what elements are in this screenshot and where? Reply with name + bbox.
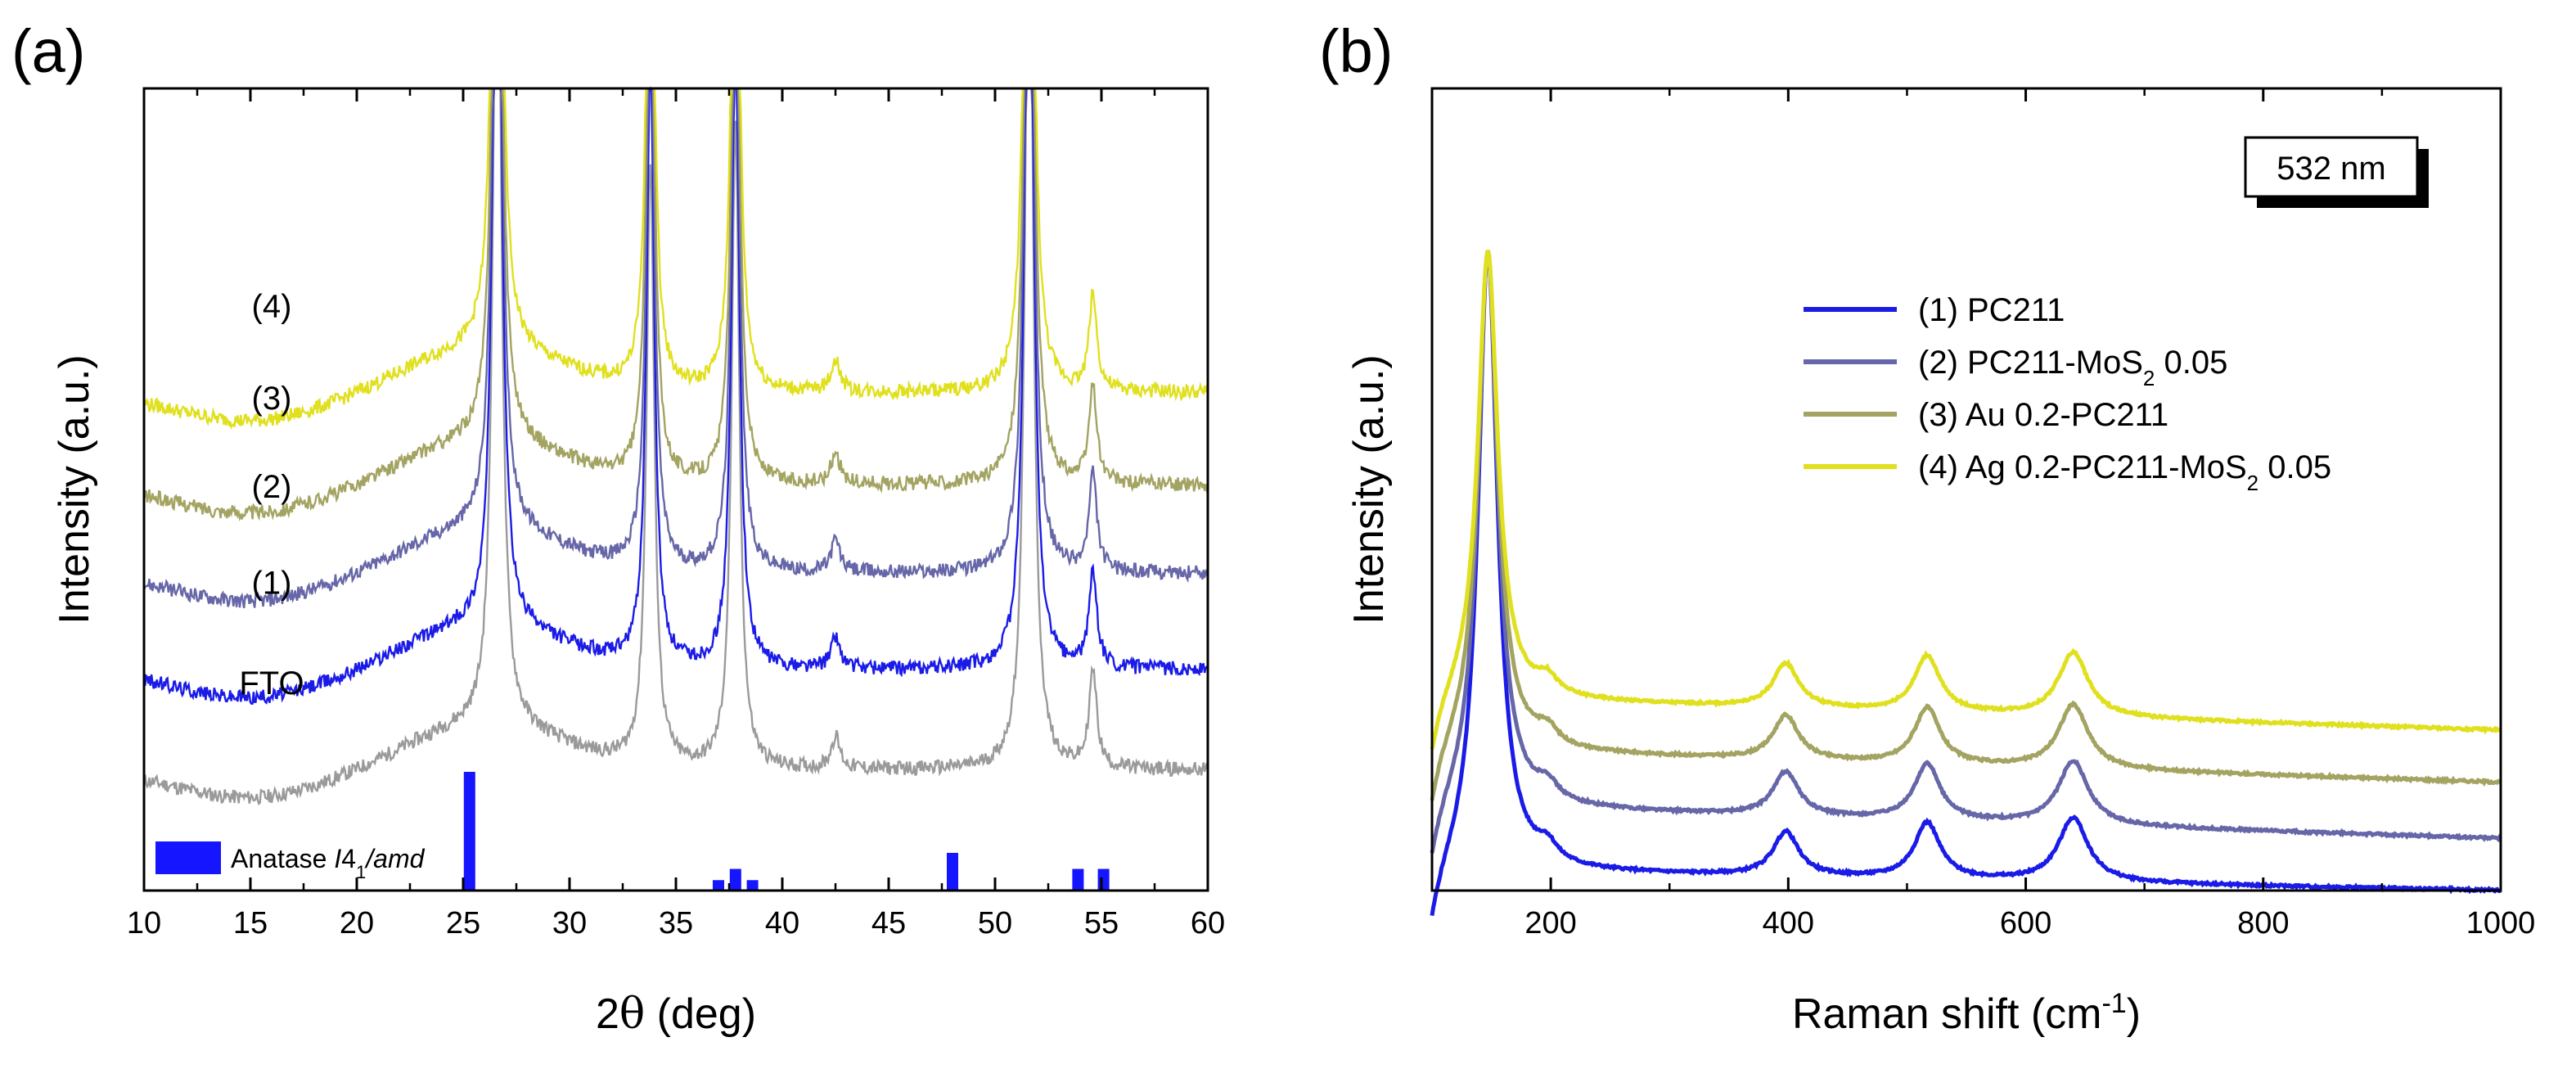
xrd-series-(1): [142, 86, 1209, 705]
anatase-ref-bar: [713, 880, 724, 891]
anatase-ref-bar: [1097, 868, 1110, 891]
anatase-ref-bar: [947, 852, 958, 891]
xrd-series-label: FTO: [239, 665, 304, 701]
panel-a-label: (a): [11, 17, 85, 85]
panel-b-label: (b): [1319, 17, 1393, 85]
panel-a-plot-frame: [142, 87, 1209, 892]
xrd-series-label: (3): [252, 381, 292, 417]
panel-a-x-tick-label: 50: [978, 906, 1012, 940]
panel-b-y-axis-title: Intensity (a.u.): [1345, 354, 1393, 624]
raman-series-4: [1430, 250, 2502, 750]
anatase-ref-bar: [746, 880, 759, 891]
panel-b-x-tick-label: 600: [2000, 906, 2051, 940]
panel-a-x-tick-label: 40: [765, 906, 799, 940]
panel-a-y-axis-title: Intensity (a.u.): [51, 354, 98, 624]
panel-a-x-tick-label: 25: [446, 906, 480, 940]
panel-a-x-tick-label: 20: [340, 906, 374, 940]
raman-series-2: [1430, 250, 2503, 854]
panel-a-x-tick-label: 45: [871, 906, 906, 940]
panel-a-xrd-chart: FTO (1) (2) (3) (4) 10 15 20 25 30 35 40 45 50 55 60 A…: [51, 86, 1225, 1039]
xrd-series-label: (1): [252, 565, 292, 601]
panel-a-x-axis-title: 2θ (deg): [596, 990, 756, 1039]
panel-b-x-tick-label: 1000: [2466, 906, 2536, 940]
xrd-series-label: (2): [252, 469, 292, 505]
legend-label: (4) Ag 0.2-PC211-MoS2 0.05: [1918, 449, 2331, 495]
panel-a-x-tick-label: 30: [552, 906, 587, 940]
panel-b-x-axis-title: Raman shift (cm-1): [1792, 988, 2141, 1038]
laser-annotation-box: [2244, 136, 2419, 198]
laser-annotation: 532 nm: [2277, 151, 2385, 187]
panel-b-legend: (1) PC211 (2) PC211-MoS2 0.05 (3) Au 0.2-P…: [1804, 292, 2331, 495]
xrd-series-(3): [142, 87, 1209, 522]
panel-b-x-tick-label: 400: [1763, 906, 1814, 940]
raman-series-3: [1430, 250, 2502, 801]
panel-a-x-tick-label: 35: [659, 906, 693, 940]
panel-a-x-tick-label: 10: [127, 906, 161, 940]
xrd-series-label: (4): [252, 288, 292, 324]
anatase-ref-bar: [1072, 868, 1084, 891]
anatase-legend-swatch: [155, 841, 221, 874]
legend-label: (3) Au 0.2-PC211: [1918, 397, 2168, 433]
panel-b-x-tick-label: 800: [2237, 906, 2289, 940]
panel-a-x-tick-label: 15: [233, 906, 268, 940]
anatase-ref-bar: [729, 868, 741, 891]
raman-series-1: [1430, 250, 2502, 916]
panel-b-raman-chart: 200 400 600 800 1000 532 nm (1) PC211 (2) PC2…: [1345, 87, 2536, 1038]
panel-a-x-tick-label: 55: [1084, 906, 1119, 940]
legend-label: (2) PC211-MoS2 0.05: [1918, 345, 2227, 390]
panel-a-x-tick-label: 60: [1191, 906, 1225, 940]
legend-label: (1) PC211: [1918, 292, 2065, 328]
panel-b-plot-frame: [1430, 87, 2502, 892]
anatase-ref-bar: [463, 771, 475, 891]
xrd-series-(4): [142, 87, 1209, 430]
panel-b-x-tick-label: 200: [1524, 906, 1576, 940]
anatase-legend-label: Anatase I41/amd: [231, 844, 426, 882]
